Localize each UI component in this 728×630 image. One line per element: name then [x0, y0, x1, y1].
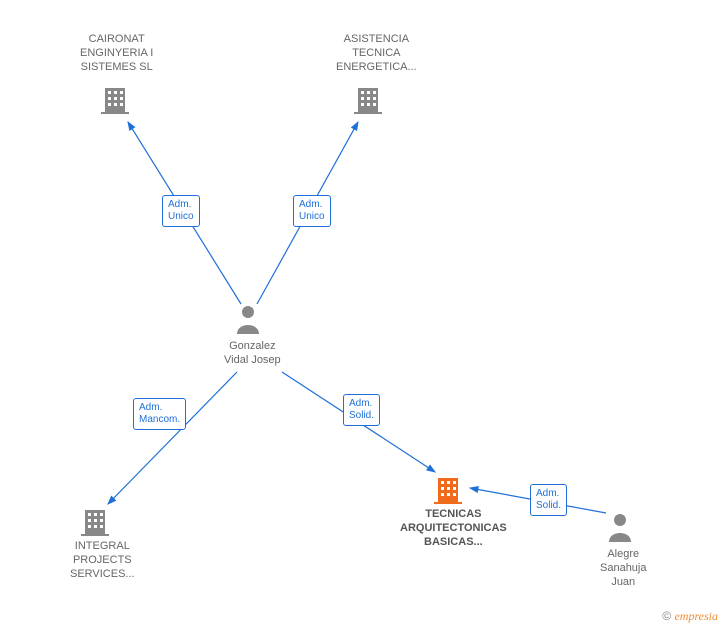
node-label[interactable]: CAIRONAT ENGINYERIA I SISTEMES SL: [80, 33, 153, 74]
node-label[interactable]: Gonzalez Vidal Josep: [224, 340, 281, 368]
footer-credit: © empresia: [662, 609, 718, 624]
edge-line: [108, 372, 237, 504]
building-icon[interactable]: [101, 88, 129, 114]
node-label[interactable]: ASISTENCIA TECNICA ENERGETICA...: [336, 33, 417, 74]
edge-label: Adm. Solid.: [530, 484, 567, 516]
copyright-symbol: ©: [662, 609, 671, 623]
building-icon[interactable]: [354, 88, 382, 114]
edge-label: Adm. Mancom.: [133, 398, 186, 430]
building-icon[interactable]: [434, 478, 462, 504]
node-label[interactable]: Alegre Sanahuja Juan: [600, 548, 647, 589]
edge-label: Adm. Unico: [162, 195, 200, 227]
node-label[interactable]: INTEGRAL PROJECTS SERVICES...: [70, 540, 135, 581]
edge-label: Adm. Unico: [293, 195, 331, 227]
brand-name: empresia: [674, 609, 718, 623]
node-label[interactable]: TECNICAS ARQUITECTONICAS BASICAS...: [400, 508, 507, 549]
person-icon[interactable]: [237, 306, 259, 334]
person-icon[interactable]: [609, 514, 631, 542]
edge-label: Adm. Solid.: [343, 394, 380, 426]
network-diagram: [0, 0, 728, 630]
building-icon[interactable]: [81, 510, 109, 536]
